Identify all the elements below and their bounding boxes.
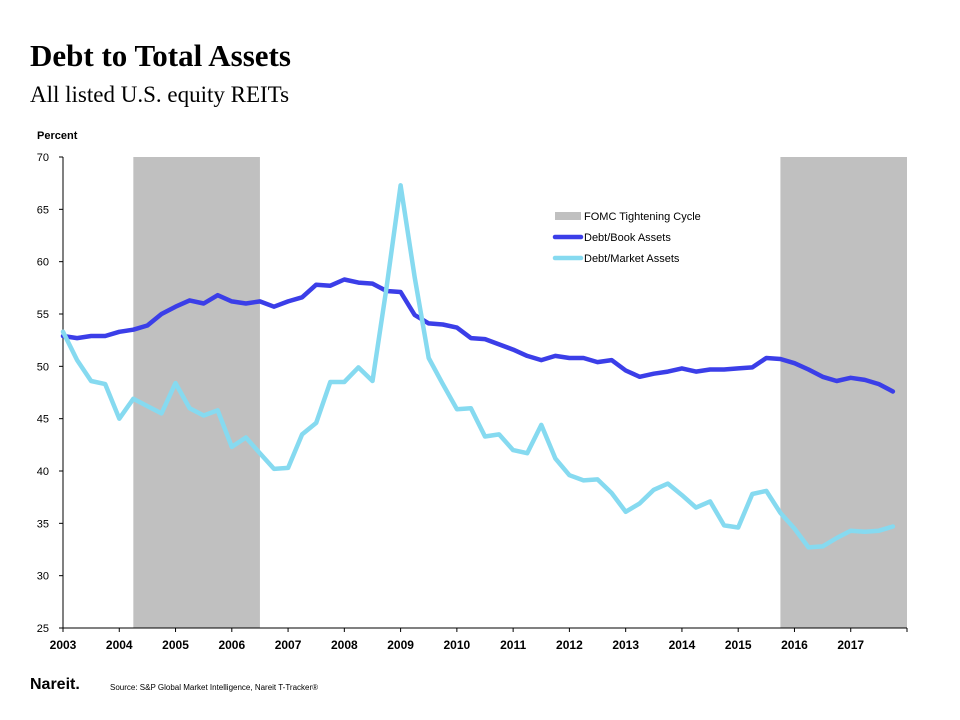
- y-tick-label: 45: [37, 414, 49, 426]
- nareit-logo: Nareit.: [30, 676, 80, 693]
- x-tick-label: 2010: [444, 638, 471, 652]
- y-tick-label: 25: [37, 623, 49, 635]
- y-tick-label: 70: [37, 152, 49, 164]
- x-tick-label: 2003: [50, 638, 77, 652]
- page-title: Debt to Total Assets: [30, 38, 291, 73]
- x-tick-label: 2012: [556, 638, 583, 652]
- source-note: Source: S&P Global Market Intelligence, …: [110, 683, 319, 692]
- x-tick-label: 2006: [218, 638, 245, 652]
- legend-label: Debt/Market Assets: [584, 253, 680, 265]
- fomc-shaded-period: [133, 157, 260, 628]
- series-line-debt-book-assets: [60, 277, 896, 394]
- x-tick-label: 2015: [725, 638, 752, 652]
- y-tick-label: 55: [37, 309, 49, 321]
- x-tick-label: 2014: [669, 638, 696, 652]
- series-line-debt-market-assets: [60, 183, 896, 550]
- legend-swatch-fomc: [555, 212, 581, 220]
- x-tick-label: 2011: [500, 638, 526, 652]
- x-tick-label: 2005: [162, 638, 189, 652]
- x-tick-label: 2007: [275, 638, 302, 652]
- x-tick-label: 2013: [612, 638, 639, 652]
- shaded-periods: [133, 157, 907, 628]
- x-tick-label: 2017: [837, 638, 864, 652]
- legend-label: Debt/Book Assets: [584, 232, 671, 244]
- y-tick-label: 60: [37, 257, 49, 269]
- axes: 25 30 35 40 45 50 55 60 65 70 2003 2004 2005 2006 2007…: [37, 130, 908, 652]
- y-tick-label: 50: [37, 361, 49, 373]
- y-axis-label: Percent: [37, 130, 78, 142]
- y-tick-label: 65: [37, 204, 49, 216]
- y-tick-label: 40: [37, 466, 49, 478]
- x-tick-label: 2009: [387, 638, 414, 652]
- x-tick-label: 2016: [781, 638, 808, 652]
- y-tick-label: 35: [37, 518, 49, 530]
- series-lines: [60, 183, 896, 550]
- fomc-shaded-period: [780, 157, 907, 628]
- page-subtitle: All listed U.S. equity REITs: [30, 82, 290, 107]
- x-tick-label: 2004: [106, 638, 133, 652]
- x-tick-label: 2008: [331, 638, 358, 652]
- y-tick-label: 30: [37, 571, 49, 583]
- legend-label: FOMC Tightening Cycle: [584, 211, 701, 223]
- legend: FOMC Tightening Cycle Debt/Book Assets Deb…: [552, 211, 701, 265]
